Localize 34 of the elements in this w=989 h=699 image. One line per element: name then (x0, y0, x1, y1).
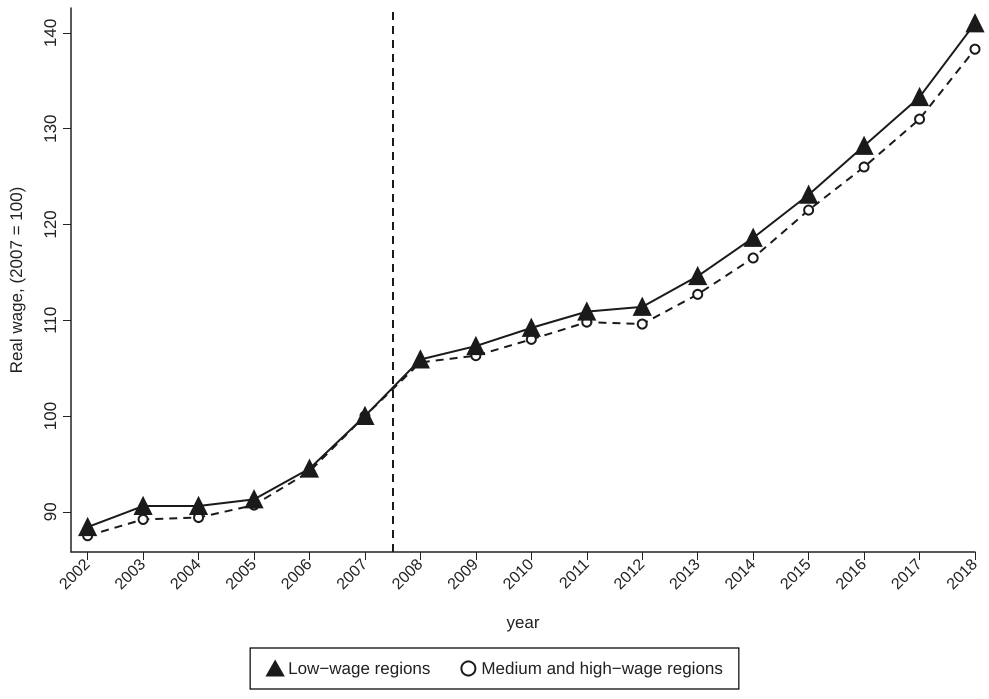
point (411, 350, 430, 368)
legend-label: Low−wage regions (288, 659, 430, 678)
point (578, 302, 596, 321)
y-axis-title: Real wage, (2007 = 100) (7, 186, 26, 374)
point (914, 114, 926, 125)
point (466, 337, 485, 356)
point (858, 161, 870, 172)
point (636, 318, 648, 330)
point (910, 88, 929, 106)
point (803, 204, 814, 216)
point (800, 186, 818, 204)
point (138, 514, 149, 525)
point (692, 288, 704, 300)
x-axis-title: year (506, 613, 540, 632)
legend-label: Medium and high−wage regions (481, 659, 723, 678)
point (744, 228, 762, 247)
point (190, 497, 208, 516)
y-tick-label: 100 (41, 402, 60, 430)
y-tick-label: 120 (41, 210, 60, 239)
point (688, 267, 707, 286)
y-tick-label: 130 (41, 114, 60, 143)
y-tick-label: 110 (41, 306, 60, 334)
point (748, 252, 759, 264)
point (970, 44, 980, 55)
point (522, 318, 540, 337)
point (245, 490, 264, 508)
point (134, 497, 152, 516)
point (633, 298, 652, 316)
y-tick-label: 140 (41, 18, 60, 48)
point (78, 518, 97, 536)
point (966, 14, 984, 32)
y-tick-label: 90 (41, 502, 60, 522)
point (300, 460, 318, 478)
point (855, 136, 874, 155)
